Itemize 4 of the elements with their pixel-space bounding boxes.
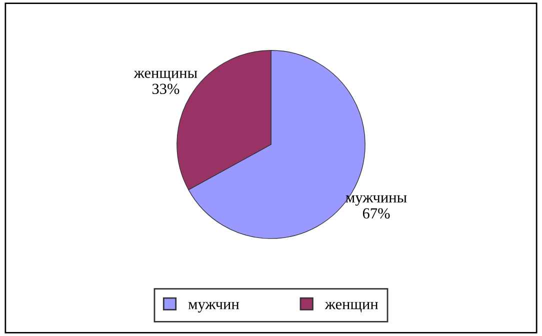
data-label: женщины 33% [134,70,198,94]
data-label: мужчины 67% [346,195,407,219]
legend-label: мужчин [188,302,240,312]
legend-label: женщин [324,302,378,312]
